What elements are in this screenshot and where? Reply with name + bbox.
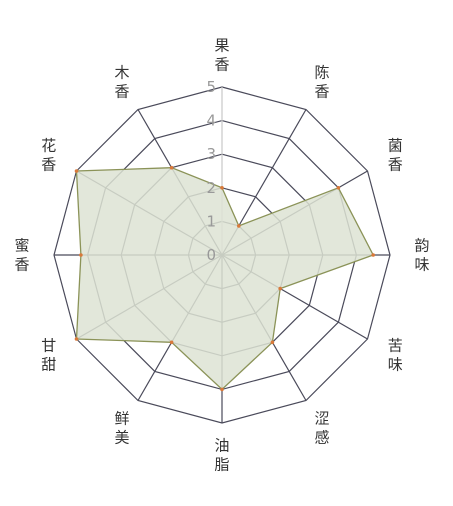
axis-label-菌香: 菌香 [388,137,403,174]
axis-label-鲜美: 鲜美 [114,410,129,447]
series-area-0 [75,167,375,391]
axis-label-涩感: 涩感 [314,410,329,447]
data-point-韵味 [371,253,376,257]
axis-label-花香: 花香 [41,137,56,174]
data-point-油脂 [220,387,224,392]
data-point-蜜香 [79,253,83,257]
data-point-花香 [74,169,79,173]
tick-label-0: 0 [206,246,216,264]
axis-label-陈香: 陈香 [314,63,329,100]
data-point-菌香 [336,186,341,190]
axis-label-苦味: 苦味 [388,337,403,374]
radar-tick-labels: 0 1 2 3 4 5 [206,78,216,264]
tick-label-4: 4 [206,112,216,130]
data-point-甘甜 [74,337,79,341]
axis-label-蜜香: 蜜香 [14,237,29,274]
radar-axis-labels: 果香陈香菌香韵味苦味涩感油脂 鲜美 甘甜 蜜香 花香 木香 [14,37,429,474]
axis-label-韵味: 韵味 [414,237,429,274]
axis-label-甘甜: 甘甜 [41,337,56,374]
data-point-苦味 [278,286,283,291]
axis-label-木香: 木香 [114,63,129,100]
tick-label-2: 2 [206,179,216,197]
data-point-涩感 [270,340,275,345]
axis-label-果香: 果香 [214,37,229,74]
data-point-鲜美 [169,340,174,345]
axis-label-油脂: 油脂 [214,437,229,474]
radar-series [74,165,376,392]
tick-label-5: 5 [206,78,216,96]
tick-label-1: 1 [206,212,216,230]
data-point-果香 [220,186,224,190]
data-point-木香 [169,165,174,170]
data-point-陈香 [237,224,241,228]
tick-label-3: 3 [206,145,216,163]
